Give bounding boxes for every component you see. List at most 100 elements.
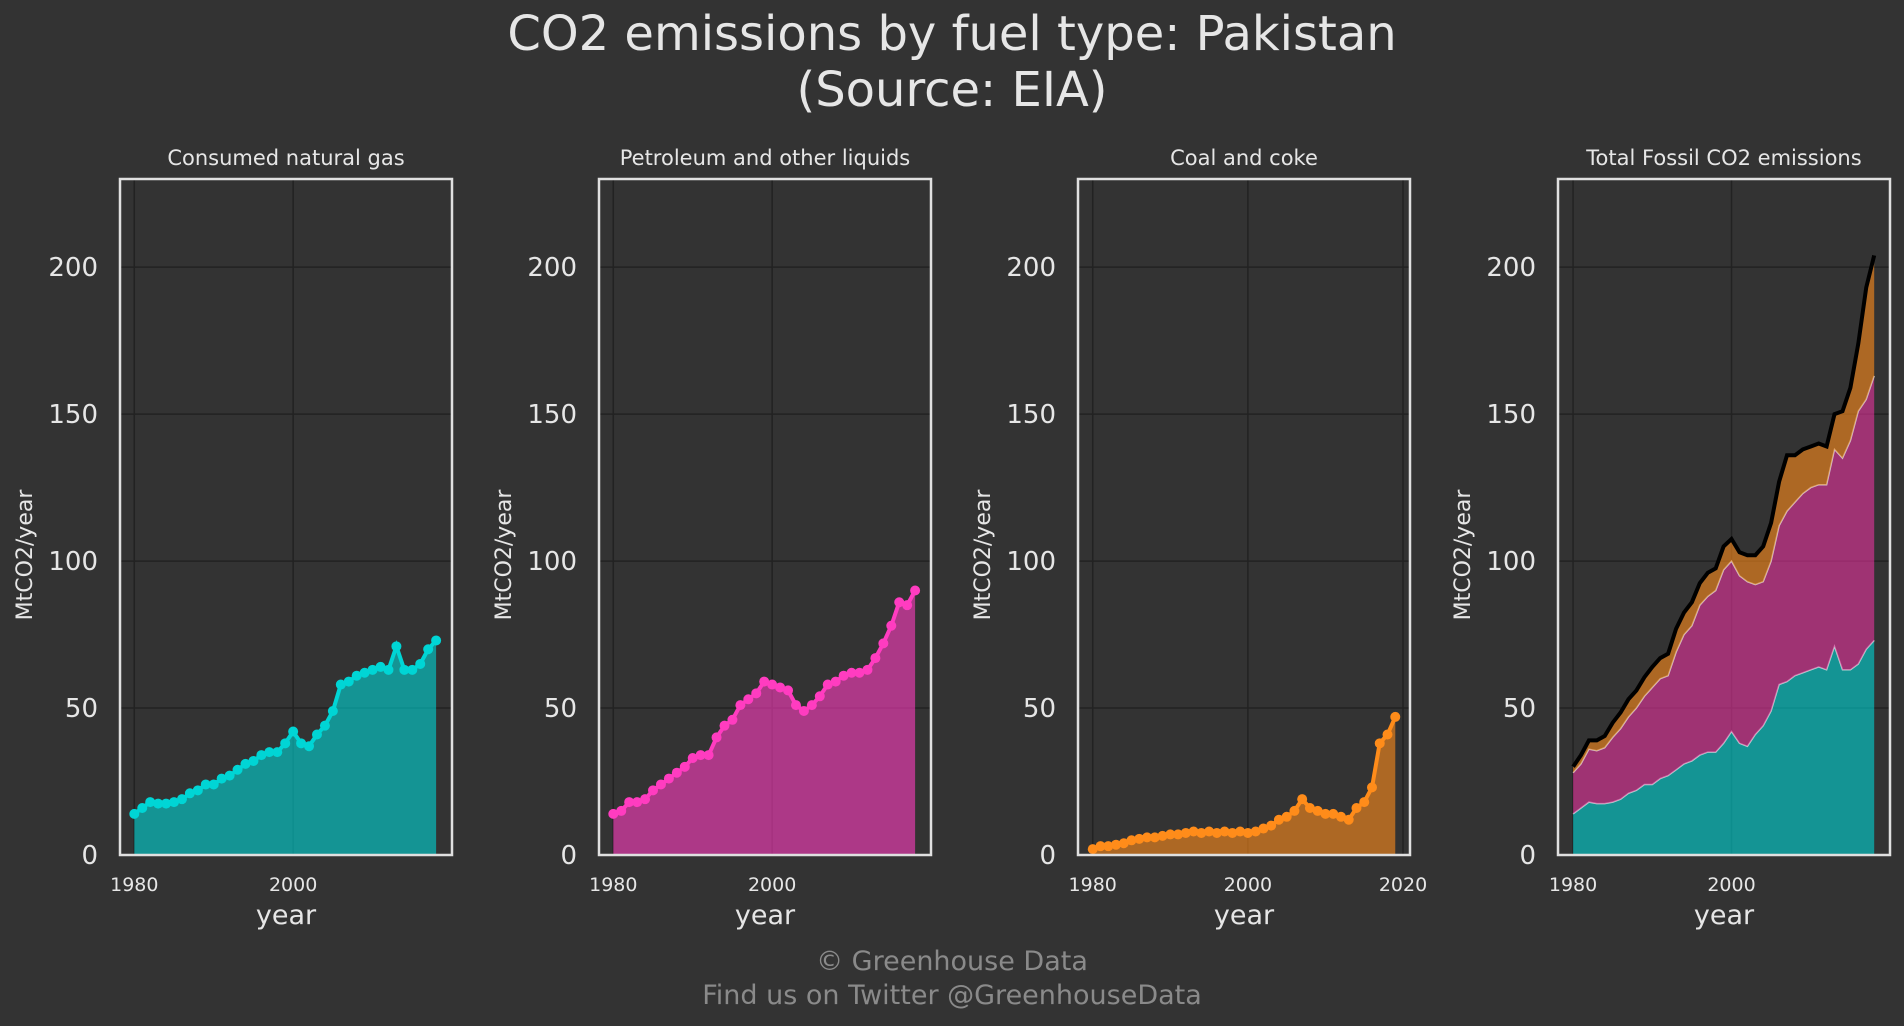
point [311,729,322,740]
point [1273,814,1284,825]
point [1142,832,1153,843]
point [1103,841,1114,852]
point [814,691,825,702]
point [153,798,164,809]
x-tick-label: 2000 [748,874,796,896]
point [711,732,722,743]
point [1111,839,1122,850]
point [640,794,651,805]
point [775,682,786,693]
point [383,664,394,675]
point [1343,814,1354,825]
stacked-area [1573,375,1875,814]
footer-credit: © Greenhouse Data [816,946,1088,977]
point [616,805,627,816]
point [1227,827,1238,838]
point [854,667,865,678]
y-tick-label: 100 [48,547,98,577]
x-tick-label: 2020 [1379,874,1427,896]
x-axis-label: year [735,900,796,931]
point [1126,835,1137,846]
point [359,667,370,678]
point [1304,802,1315,813]
panel-title: Coal and coke [1170,146,1318,170]
point [351,670,362,681]
x-axis-label: year [1694,900,1755,931]
point [1134,833,1145,844]
point [624,797,635,808]
y-tick-label: 50 [1023,694,1056,724]
point [240,758,251,769]
y-tick-label: 0 [1519,841,1536,871]
point [1196,827,1207,838]
y-tick-label: 100 [1006,547,1056,577]
point [232,764,243,775]
point [1320,808,1331,819]
point [655,779,666,790]
point [783,685,794,696]
point [846,667,857,678]
point [248,755,259,766]
point [798,705,809,716]
x-axis-label: year [1214,900,1275,931]
point [161,798,172,809]
point [663,773,674,784]
point [1204,826,1215,837]
point [743,694,754,705]
y-axis-label: MtCO2/year [971,489,996,621]
point [216,773,227,784]
point [727,714,738,725]
point [296,738,307,749]
point [208,779,219,790]
point [129,808,140,819]
point [751,688,762,699]
point [224,770,235,781]
point [280,738,291,749]
point [375,661,386,672]
y-tick-label: 100 [1486,547,1536,577]
point [1188,826,1199,837]
point [319,720,330,731]
point [870,653,881,664]
point [423,644,434,655]
point [407,664,418,675]
point [304,741,315,752]
point [431,635,442,646]
point [145,797,156,808]
point [671,767,682,778]
point [192,785,203,796]
point [862,664,873,675]
y-tick-label: 50 [65,694,98,724]
x-axis-label: year [256,900,317,931]
point [415,658,426,669]
point [1250,826,1261,837]
point [200,779,211,790]
plot-frame [118,177,454,857]
point [1211,827,1222,838]
point [1087,844,1098,855]
point [256,750,267,761]
point [1382,729,1393,740]
x-tick-label: 1980 [110,874,158,896]
point [176,794,187,805]
x-tick-label: 1980 [1549,874,1597,896]
point [806,700,817,711]
point [735,700,746,711]
point [1258,823,1269,834]
y-tick-label: 0 [560,841,577,871]
panel-title: Total Fossil CO2 emissions [1585,146,1861,170]
area [1092,716,1396,855]
y-tick-label: 150 [1006,400,1056,430]
point [1095,841,1106,852]
point [1351,802,1362,813]
x-tick-label: 2000 [1707,874,1755,896]
figure-title: CO2 emissions by fuel type: Pakistan [507,6,1396,62]
y-tick-label: 0 [81,841,98,871]
total-line [1571,254,1877,768]
point [367,664,378,675]
point [1289,805,1300,816]
point [184,788,195,799]
stacked-area [1573,640,1875,855]
point [1328,808,1339,819]
